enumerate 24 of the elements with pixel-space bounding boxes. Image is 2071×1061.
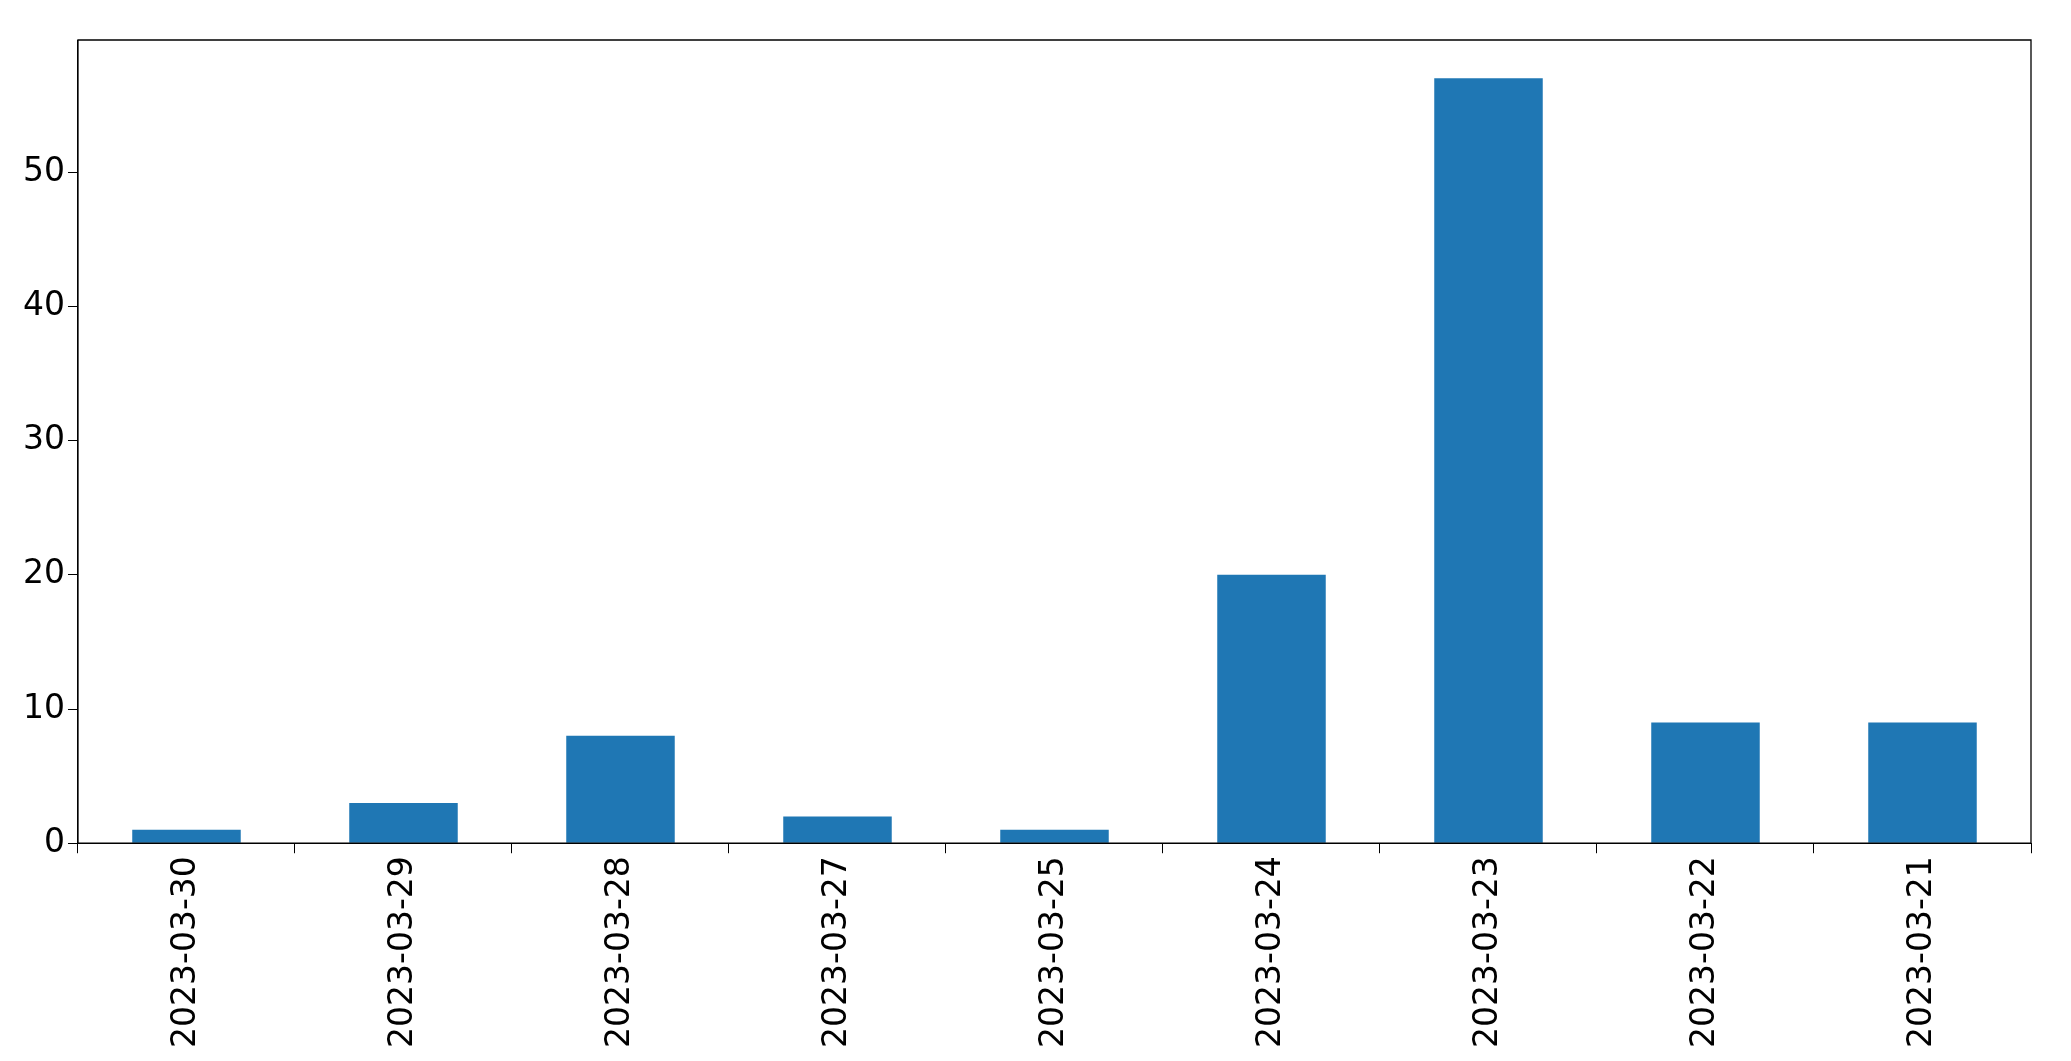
x-tick-label: 2023-03-23: [1466, 856, 1506, 1048]
y-tick-label: 50: [22, 149, 65, 189]
y-tick-label: 0: [43, 820, 65, 860]
bar: [566, 735, 675, 843]
bar: [1217, 574, 1326, 843]
x-tick-label: 2023-03-29: [381, 856, 421, 1048]
bar: [349, 802, 458, 843]
bar: [1000, 829, 1109, 843]
x-tick-label: 2023-03-28: [598, 856, 638, 1048]
bar: [132, 829, 241, 843]
x-tick-label: 2023-03-24: [1249, 856, 1289, 1048]
bar: [1868, 722, 1977, 843]
bar: [1651, 722, 1760, 843]
x-tick-label: 2023-03-25: [1032, 856, 1072, 1048]
y-tick-label: 30: [22, 418, 65, 458]
y-tick-label: 40: [22, 283, 65, 323]
y-tick-label: 20: [22, 552, 65, 592]
x-tick-label: 2023-03-30: [164, 856, 204, 1048]
y-tick-label: 10: [22, 686, 65, 726]
x-tick-label: 2023-03-22: [1683, 856, 1723, 1048]
bar: [1434, 78, 1543, 843]
bar: [783, 816, 892, 843]
x-tick-label: 2023-03-27: [815, 856, 855, 1048]
x-tick-label: 2023-03-21: [1900, 856, 1940, 1048]
